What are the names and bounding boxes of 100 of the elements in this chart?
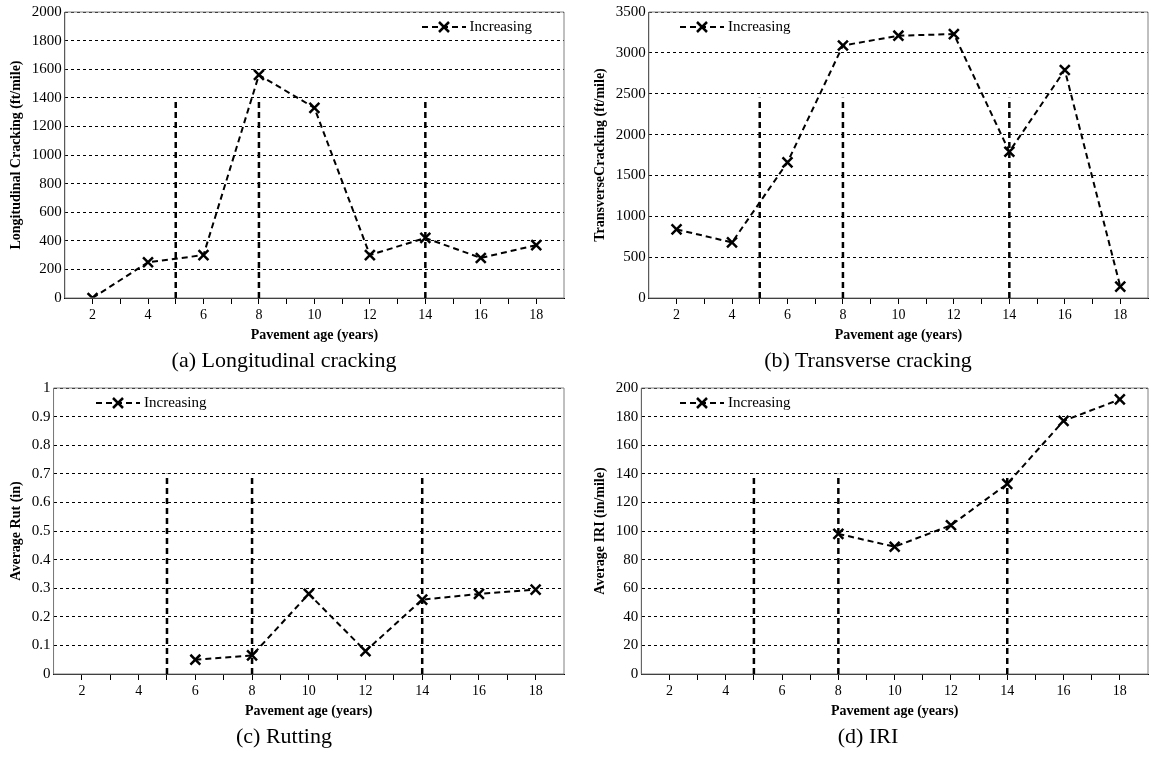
point — [947, 27, 961, 41]
x-tick-label: 10 — [307, 307, 322, 323]
y-tick-label: 0.7 — [31, 464, 52, 481]
point — [141, 256, 155, 269]
x-tick-label: 4 — [135, 683, 143, 699]
x-tick-label: 2 — [673, 307, 681, 323]
y-tick-label: 100 — [615, 521, 639, 538]
point — [944, 519, 958, 532]
point — [888, 540, 901, 553]
y-tick-label: 1400 — [31, 88, 62, 105]
y-tick-label: 200 — [615, 378, 639, 395]
x-tick-label: 4 — [728, 307, 736, 323]
text: (c) Rutting — [236, 722, 332, 748]
y-tick-label: 3000 — [615, 43, 646, 60]
x-tick-label: 10 — [301, 683, 316, 699]
y-tick-label: 800 — [39, 174, 62, 191]
x-tick-label: 8 — [834, 683, 842, 699]
point — [1001, 477, 1014, 491]
x-tick-label: 8 — [255, 307, 263, 323]
point — [416, 593, 429, 606]
y-tick-label: 0 — [54, 288, 62, 305]
y-tick-label: 0.5 — [31, 521, 51, 538]
point — [189, 653, 202, 666]
x-tick-label: 12 — [362, 307, 377, 323]
y-tick-label: 0 — [630, 664, 639, 681]
y-axis-title: Average Rut (in) — [8, 481, 25, 581]
y-tick-label: 500 — [623, 248, 646, 265]
point — [725, 236, 739, 249]
y-tick-label: 120 — [615, 493, 639, 510]
point — [832, 527, 845, 541]
y-tick-label: 140 — [615, 464, 639, 481]
x-tick-label: 2 — [89, 307, 97, 323]
y-tick-label: 1 — [43, 378, 51, 395]
y-tick-label: 0 — [638, 288, 646, 305]
x-axis-title: Pavement age (years) — [250, 326, 379, 343]
y-tick-label: 160 — [615, 436, 639, 453]
x-tick-label: 2 — [665, 683, 673, 699]
point — [1113, 393, 1127, 406]
text: (a) Longitudinal cracking — [171, 346, 397, 372]
point — [1058, 63, 1071, 77]
y-tick-label: 1500 — [615, 166, 646, 183]
x-tick-label: 12 — [946, 307, 961, 323]
x-tick-label: 2 — [78, 683, 86, 699]
x-tick-label: 6 — [778, 683, 786, 699]
y-tick-label: 0.1 — [31, 636, 51, 653]
y-tick-label: 0.2 — [31, 607, 51, 624]
x-tick-label: 4 — [144, 307, 152, 323]
x-tick-label: 8 — [839, 307, 847, 323]
x-tick-label: 14 — [418, 307, 433, 323]
y-tick-label: 2000 — [31, 2, 62, 19]
y-tick-label: 60 — [623, 579, 639, 596]
y-tick-label: 40 — [623, 607, 639, 624]
point — [197, 248, 210, 262]
x-tick-label: 6 — [191, 683, 199, 699]
point — [252, 68, 266, 82]
point — [670, 223, 683, 236]
x-tick-label: 14 — [1000, 683, 1015, 699]
y-tick-label: 0 — [43, 664, 51, 681]
point — [472, 587, 486, 601]
x-tick-label: 8 — [248, 683, 256, 699]
x-axis-title: Pavement age (years) — [830, 702, 959, 719]
x-tick-label: 12 — [358, 683, 373, 699]
y-tick-label: 2500 — [615, 84, 646, 101]
x-tick-label: 18 — [1112, 683, 1127, 699]
point — [1114, 280, 1127, 293]
point — [530, 238, 543, 252]
x-tick-label: 14 — [415, 683, 430, 699]
legend-label: Increasing — [469, 18, 532, 35]
y-tick-label: 0.9 — [31, 407, 51, 424]
legend-label: Increasing — [728, 394, 791, 411]
point — [1003, 145, 1016, 158]
x-tick-label: 14 — [1002, 307, 1017, 323]
y-tick-label: 0.4 — [31, 550, 52, 567]
y-tick-label: 1600 — [31, 60, 62, 77]
x-tick-label: 16 — [473, 307, 488, 323]
point — [419, 231, 432, 245]
point — [836, 39, 850, 52]
point — [781, 156, 794, 169]
point — [474, 251, 487, 265]
y-tick-label: 0.3 — [31, 579, 51, 596]
legend-label: Increasing — [728, 18, 791, 35]
x-tick-label: 6 — [199, 307, 207, 323]
text: (b) Transverse cracking — [764, 346, 972, 372]
x-tick-label: 18 — [529, 307, 544, 323]
y-tick-label: 3500 — [615, 2, 646, 19]
point — [1057, 414, 1070, 428]
point — [529, 583, 542, 596]
y-tick-label: 80 — [623, 550, 639, 567]
point — [892, 29, 905, 42]
y-tick-label: 600 — [39, 203, 62, 220]
y-tick-label: 1000 — [615, 207, 646, 224]
point — [359, 644, 372, 658]
y-axis-title: TransverseCracking (ft/mile) — [592, 67, 609, 242]
point — [363, 248, 377, 262]
x-tick-label: 16 — [1056, 683, 1071, 699]
x-tick-label: 12 — [943, 683, 958, 699]
y-tick-label: 0.6 — [31, 493, 52, 510]
point — [308, 101, 321, 115]
point — [245, 649, 259, 662]
y-tick-label: 400 — [39, 231, 62, 248]
